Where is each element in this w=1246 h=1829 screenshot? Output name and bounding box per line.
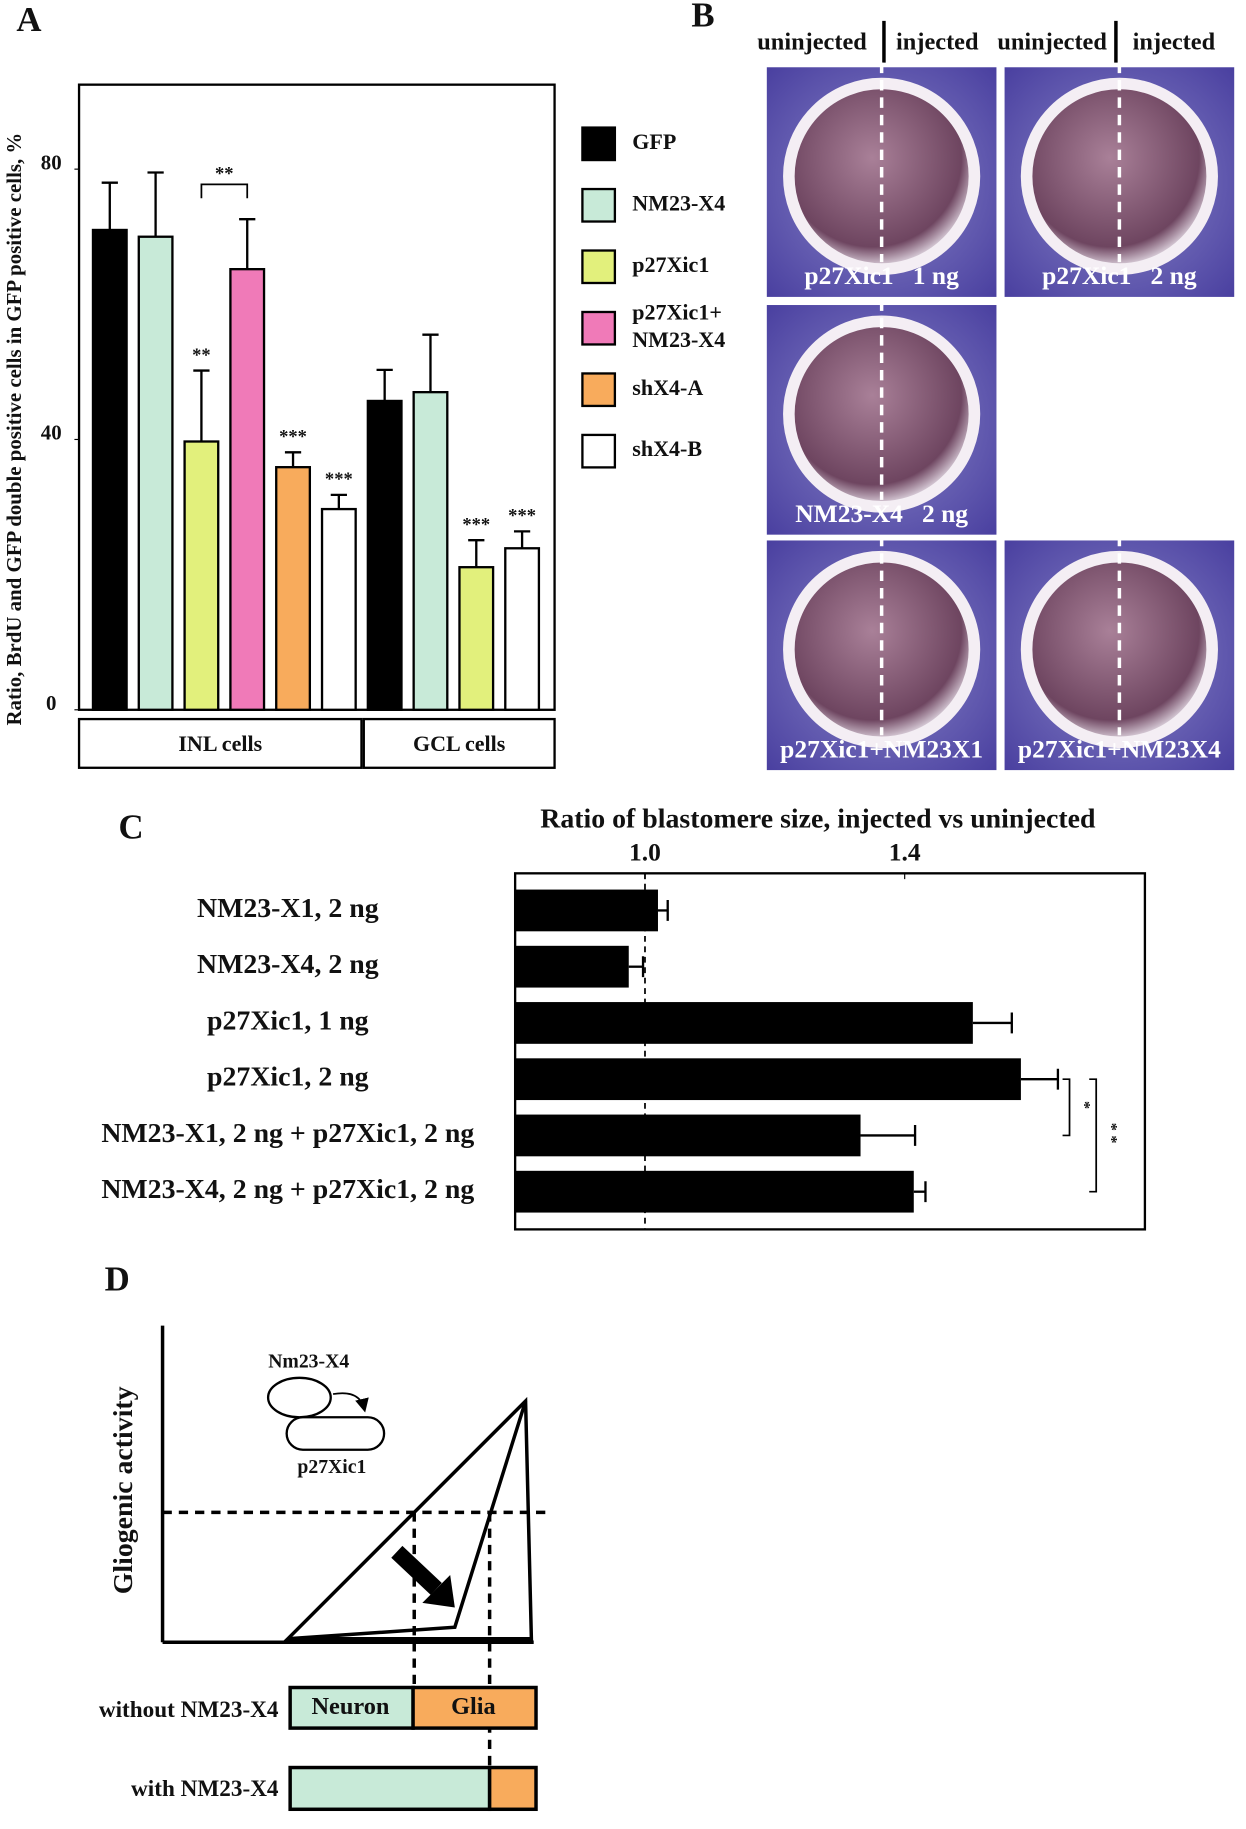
- photo-caption: p27Xic1 1 ng: [804, 261, 959, 290]
- y-tick-label: NM23-X4, 2 ng + p27Xic1, 2 ng: [101, 1174, 474, 1205]
- legend-label: shX4-A: [632, 375, 703, 400]
- panel-label: B: [691, 0, 714, 35]
- bracket-label: *: [1076, 1101, 1094, 1114]
- x-tick-label: GCL cells: [413, 731, 506, 756]
- panel-label: A: [16, 0, 41, 39]
- bar: [515, 1002, 973, 1044]
- bar: [229, 268, 266, 711]
- plot-frame: [77, 83, 556, 711]
- protein-label: Nm23-X4: [268, 1350, 349, 1372]
- legend-label: p27Xic1: [632, 252, 709, 277]
- x-tick-label: 1.0: [629, 838, 661, 867]
- legend-swatch: [581, 310, 617, 346]
- x-tick-label: 1.4: [889, 838, 921, 867]
- legend-swatch: [581, 433, 617, 469]
- photo-caption: p27Xic1 2 ng: [1042, 261, 1197, 290]
- y-tick-label: 80: [41, 150, 62, 174]
- legend-swatch: [581, 187, 617, 223]
- significance: ***: [325, 469, 353, 490]
- panel-a: 0 40 80 Ratio, BrdU and GFP double positive…: [2, 83, 725, 769]
- neuron-segment: [288, 1765, 492, 1812]
- legend-swatch: [581, 126, 617, 162]
- panel-c: Ratio of blastomere size, injected vs un…: [101, 804, 1147, 1231]
- column-label: injected: [1133, 29, 1216, 56]
- bar: [412, 391, 449, 711]
- segment-label: Neuron: [311, 1693, 389, 1720]
- arrow: [391, 1545, 442, 1595]
- axis-label: Gliogenic activity: [108, 1386, 139, 1594]
- significance: ***: [279, 427, 307, 448]
- bar: [366, 399, 403, 711]
- y-tick-label: NM23-X4, 2 ng: [197, 949, 379, 980]
- y-tick-label: 40: [41, 421, 62, 445]
- significance: ***: [462, 514, 490, 535]
- bar: [515, 1114, 861, 1157]
- photo-caption: p27Xic1+NM23X1: [780, 734, 983, 763]
- bar: [515, 1058, 1021, 1101]
- panel-b: uninjected injected uninjected injected p27X…: [757, 20, 1235, 771]
- chart-title: Ratio of blastomere size, injected vs un…: [540, 804, 1096, 835]
- panel-label: D: [105, 1260, 130, 1299]
- category-box: [77, 717, 363, 769]
- segment-label: Glia: [451, 1693, 496, 1720]
- bar: [515, 945, 629, 988]
- bar: [320, 507, 357, 711]
- bar: [515, 1170, 914, 1213]
- legend-label: NM23-X4: [632, 190, 725, 215]
- column-label: uninjected: [757, 29, 867, 56]
- y-tick-label: NM23-X1, 2 ng: [197, 893, 379, 924]
- shifted-curve: [287, 1400, 528, 1641]
- y-axis-label: Ratio, BrdU and GFP double positive cell…: [2, 133, 26, 726]
- triangle: [283, 1396, 534, 1641]
- legend-swatch: [581, 372, 617, 408]
- row-label: with NM23-X4: [131, 1776, 279, 1802]
- bar: [504, 547, 541, 711]
- column-label: uninjected: [997, 29, 1107, 56]
- bracket-label: **: [1102, 1123, 1120, 1149]
- panel-label: C: [118, 807, 143, 846]
- bar: [183, 440, 220, 711]
- y-tick-label: NM23-X1, 2 ng + p27Xic1, 2 ng: [101, 1118, 474, 1149]
- bar: [275, 466, 312, 711]
- panel-d: Nm23-X4 p27Xic1 Gliogenic activity Neuro…: [99, 1325, 548, 1812]
- bar: [91, 228, 128, 711]
- legend-label: shX4-B: [632, 436, 702, 461]
- row-label: without NM23-X4: [99, 1697, 279, 1723]
- legend-label: p27Xic1+ NM23-X4: [632, 299, 725, 352]
- category-box: [362, 717, 556, 769]
- neuron-segment: [288, 1685, 415, 1730]
- y-tick-label: p27Xic1, 2 ng: [207, 1062, 369, 1093]
- y-tick-label: p27Xic1, 1 ng: [207, 1005, 369, 1036]
- glia-segment: [411, 1685, 538, 1730]
- protein: [285, 1416, 386, 1451]
- bracket: [1062, 1078, 1071, 1137]
- significance: **: [192, 345, 211, 366]
- plot-frame: [513, 872, 1147, 1231]
- x-tick-label: INL cells: [178, 731, 262, 756]
- legend-label: GFP: [632, 129, 676, 154]
- bracket: [1089, 1078, 1098, 1193]
- legend-swatch: [581, 249, 617, 285]
- protein-label: p27Xic1: [297, 1456, 366, 1478]
- bar: [137, 235, 174, 711]
- bar: [458, 566, 495, 711]
- y-tick-label: 0: [46, 691, 56, 715]
- bracket: [200, 183, 249, 199]
- interaction: [332, 1392, 369, 1413]
- glia-segment: [487, 1765, 538, 1812]
- protein: [266, 1376, 332, 1419]
- photo-caption: p27Xic1+NM23X4: [1018, 734, 1221, 763]
- arrow-head: [422, 1575, 455, 1608]
- significance: ***: [508, 506, 536, 527]
- bracket-label: **: [215, 163, 234, 184]
- bar: [515, 889, 658, 932]
- column-label: injected: [896, 29, 979, 56]
- photo-caption: NM23-X4 2 ng: [795, 499, 968, 528]
